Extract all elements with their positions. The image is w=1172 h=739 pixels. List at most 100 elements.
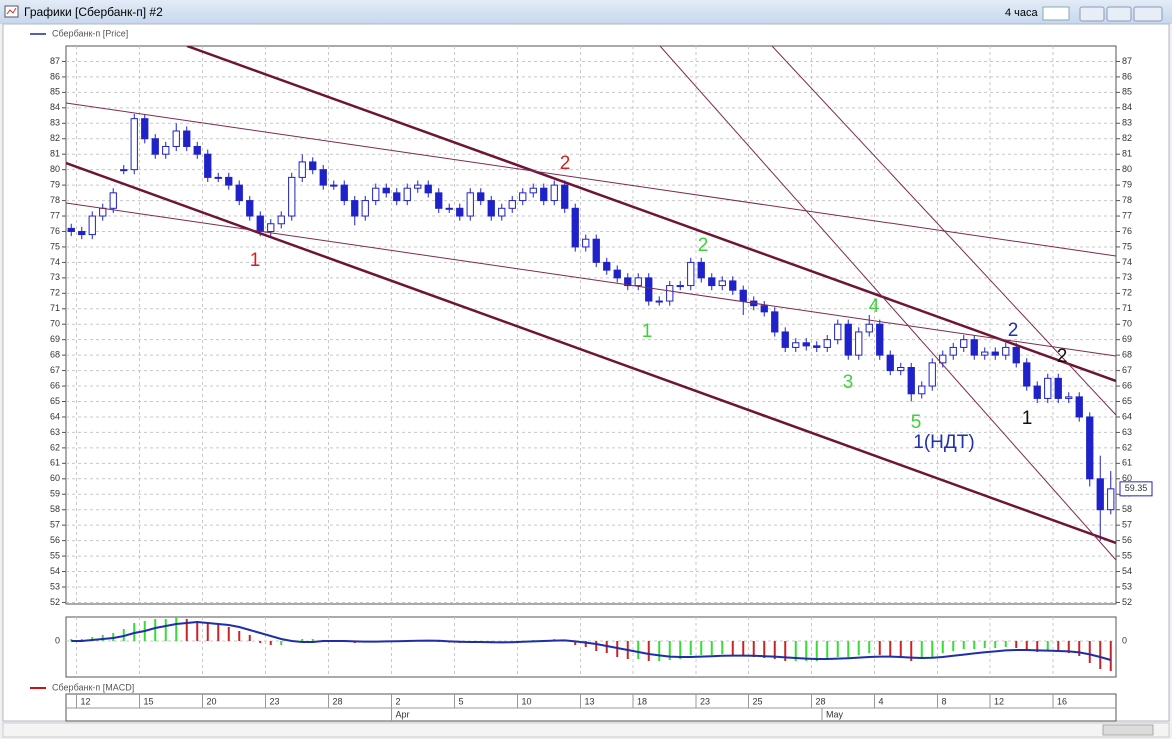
x-tick-label: 15: [144, 696, 154, 706]
macd-bar: [206, 623, 209, 641]
macd-bar: [973, 641, 976, 649]
trend-lines: [66, 46, 1116, 561]
y-tick-label: 75: [50, 241, 60, 251]
y-tick-label: 75: [1122, 241, 1132, 251]
candle-body: [204, 153, 212, 178]
x-tick-label: 18: [637, 696, 647, 706]
x-tick-label: 10: [522, 696, 532, 706]
minimize-button[interactable]: [1079, 6, 1105, 22]
annotation: 4: [869, 296, 880, 317]
candle-body: [67, 227, 75, 232]
x-tick-label: 8: [942, 696, 947, 706]
x-tick-label: 23: [270, 696, 280, 706]
candle-body: [1107, 488, 1115, 511]
macd-bar: [857, 641, 860, 655]
legend-label: Сбербанк-п [MACD]: [52, 682, 134, 692]
candle-body: [519, 192, 527, 202]
scroll-thumb[interactable]: [1102, 724, 1154, 736]
candle-body: [697, 261, 705, 279]
y-tick-label: 57: [1122, 520, 1132, 530]
macd-bar: [217, 625, 220, 641]
candle-body: [445, 207, 453, 210]
y-tick-label: 81: [1122, 149, 1132, 159]
x-tick-label: 25: [753, 696, 763, 706]
candle-body: [99, 207, 107, 217]
candle-body: [183, 130, 191, 147]
macd-bar: [248, 635, 251, 641]
y-tick-label: 65: [50, 396, 60, 406]
y-tick-label: 64: [1122, 411, 1132, 421]
y-tick-label: 83: [1122, 118, 1132, 128]
macd-bar: [574, 641, 577, 645]
y-tick-label: 62: [50, 442, 60, 452]
y-tick-label: 68: [50, 350, 60, 360]
macd-bar: [920, 641, 923, 659]
candle-body: [141, 118, 149, 140]
x-tick-label: 12: [81, 696, 91, 706]
candle-body: [1086, 416, 1094, 480]
macd-bar: [731, 641, 734, 655]
y-tick-label: 79: [1122, 179, 1132, 189]
candle-body: [487, 200, 495, 217]
candle-body: [508, 200, 516, 209]
trend-line: [659, 46, 1116, 561]
candle-body: [592, 238, 600, 263]
candle-body: [666, 285, 674, 302]
candle-body: [613, 269, 621, 279]
y-tick-label: 83: [50, 118, 60, 128]
candle-body: [991, 351, 999, 356]
y-tick-label: 55: [1122, 550, 1132, 560]
macd-bar: [868, 641, 871, 653]
macd-bar: [647, 641, 650, 661]
macd-bar: [983, 641, 986, 648]
y-tick-label: 0: [55, 635, 60, 645]
candle-body: [288, 176, 296, 217]
trend-line: [66, 161, 1116, 545]
y-tick-label: 54: [50, 566, 60, 576]
candle-body: [120, 169, 128, 172]
candle-body: [939, 354, 947, 364]
scrollbar[interactable]: [2, 722, 1170, 738]
macd-bar: [175, 617, 178, 641]
macd-bar: [1057, 641, 1060, 652]
macd-bar: [847, 641, 850, 657]
y-tick-label: 74: [50, 257, 60, 267]
candle-body: [928, 362, 936, 387]
macd-bar: [637, 641, 640, 659]
macd-bar: [899, 641, 902, 658]
y-tick-label: 85: [1122, 87, 1132, 97]
pin-button[interactable]: [1042, 6, 1070, 21]
y-tick-label: 64: [50, 411, 60, 421]
close-button[interactable]: [1133, 6, 1163, 22]
macd-bar: [1004, 641, 1007, 647]
maximize-button[interactable]: [1106, 6, 1132, 22]
macd-bar: [584, 641, 587, 647]
candle-body: [393, 192, 401, 202]
candle-body: [834, 323, 842, 341]
y-tick-label: 78: [1122, 195, 1132, 205]
candle-body: [540, 187, 548, 202]
x-tick-label: 12: [994, 696, 1004, 706]
macd-bar: [658, 641, 661, 661]
y-tick-label: 69: [1122, 334, 1132, 344]
y-tick-label: 57: [50, 520, 60, 530]
candle-body: [1033, 385, 1041, 399]
macd-bar: [1025, 641, 1028, 650]
candle-body: [918, 385, 926, 395]
y-tick-label: 87: [50, 56, 60, 66]
candle-body: [603, 261, 611, 271]
y-tick-label: 85: [50, 87, 60, 97]
macd-bar: [1036, 641, 1039, 652]
x-tick-label: 4: [879, 696, 884, 706]
candle-body: [823, 339, 831, 348]
timeframe[interactable]: 4 часа: [1005, 7, 1039, 19]
x-tick-label: 5: [459, 696, 464, 706]
candle-body: [1065, 396, 1073, 399]
month-label: May: [826, 709, 844, 719]
y-tick-label: 67: [1122, 365, 1132, 375]
y-tick-label: 74: [1122, 257, 1132, 267]
y-tick-label: 70: [50, 319, 60, 329]
macd-bar: [752, 641, 755, 657]
candle-body: [172, 130, 180, 147]
y-tick-label: 68: [1122, 350, 1132, 360]
